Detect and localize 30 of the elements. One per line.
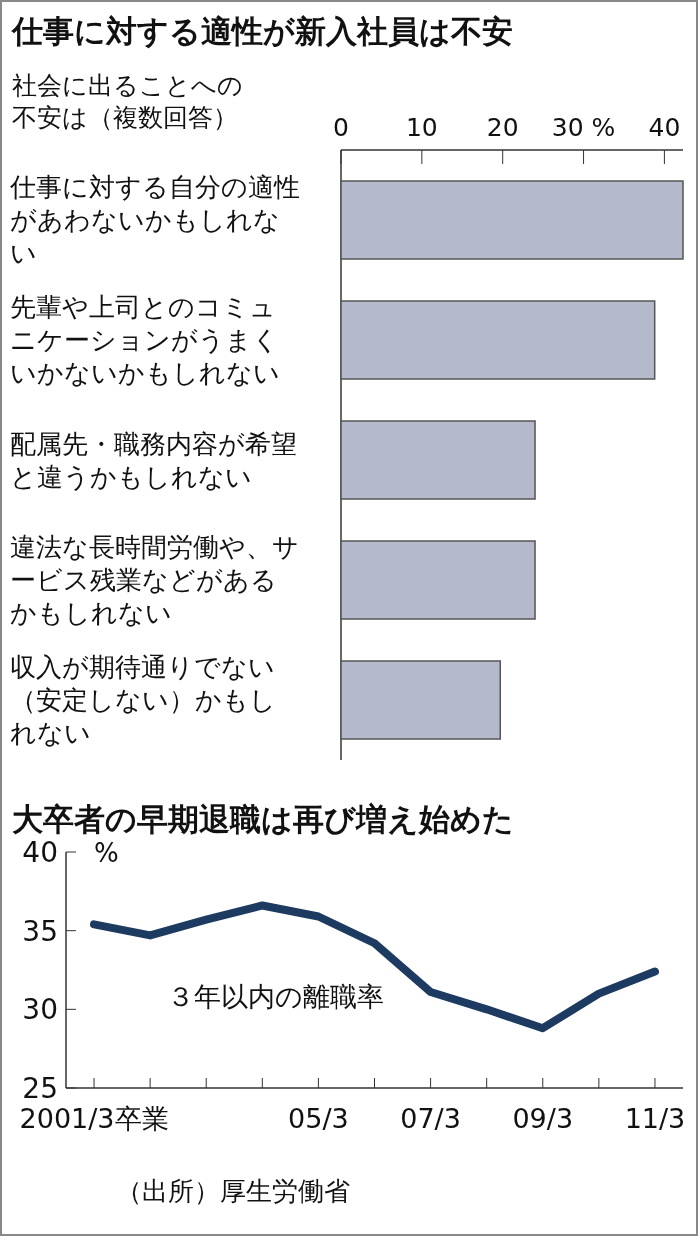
y-tick-label: 仕事に対する自分の適性があわないかもしれない [9,172,300,268]
text: 社会に出ることへの不安は（複数回答） [12,71,243,132]
bar [340,540,536,620]
chart-title: 仕事に対する適性が新入社員は不安 [10,13,513,49]
x-tick-label: 0 [333,113,349,142]
y-tick-label: 違法な長時間労働や、サービス残業などがあるかもしれない [10,532,299,628]
series-label: ３年以内の離職率 [166,981,384,1013]
x-tick-label: 09/3 [512,1103,574,1134]
x-tick-label: 30 % [551,113,616,142]
x-tick-label: 11/3 [624,1103,686,1134]
y-tick-label: 配属先・職務内容が希望と違うかもしれない [10,428,297,492]
x-tick-label: 20 [486,113,519,142]
y-tick-label: 収入が期待通りでない（安定しない）かもしれない [10,652,276,748]
bar [340,180,684,260]
bar [340,660,502,740]
x-tick-label: 10 [405,113,438,142]
y-tick-label: 30 [22,993,58,1027]
y-tick-label: 40 [22,836,58,869]
x-tick-label: 2001/3卒業 [19,1103,169,1134]
x-tick-label: 40 [648,113,681,142]
y-tick-label: 先輩や上司とのコミュニケーションがうまくいかないかもしれない [10,292,280,388]
y-tick-label: 25 [22,1072,58,1105]
chart-title: 大卒者の早期退職は再び増え始めた [12,801,514,837]
x-tick-label: 07/3 [400,1103,461,1134]
y-axis-title: % [94,838,119,868]
y-tick-label: 35 [22,914,58,948]
x-tick-label: 05/3 [288,1103,349,1134]
text: （出所）厚生労働省 [116,1176,350,1206]
bar [340,300,656,380]
bar [340,420,536,500]
